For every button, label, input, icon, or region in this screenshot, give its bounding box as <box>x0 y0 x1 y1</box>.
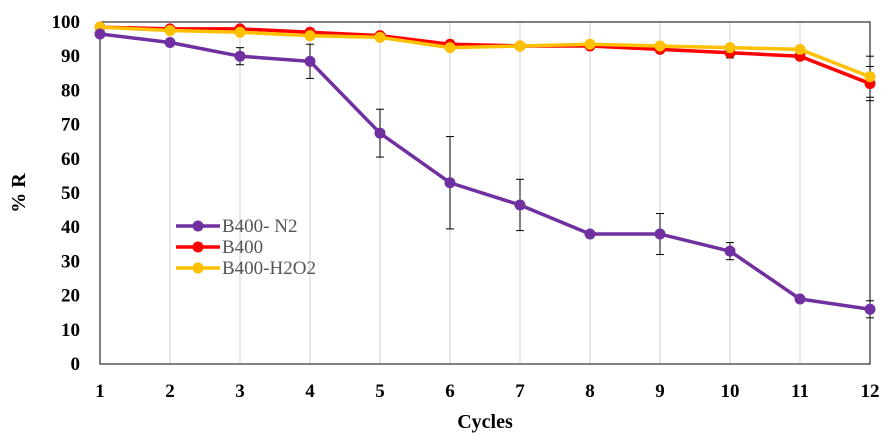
x-tick-label: 3 <box>235 381 245 402</box>
data-point <box>724 245 736 257</box>
data-point <box>234 26 246 38</box>
data-point <box>584 228 596 240</box>
x-tick-label: 10 <box>721 381 740 402</box>
legend-marker <box>192 241 204 253</box>
legend-marker <box>192 262 204 274</box>
legend-label: B400-H2O2 <box>222 258 316 279</box>
y-tick-label: 70 <box>61 115 80 136</box>
data-point <box>864 303 876 315</box>
x-tick-label: 9 <box>655 381 665 402</box>
series-line <box>99 25 871 79</box>
y-tick-label: 90 <box>61 46 80 67</box>
data-point <box>444 42 456 54</box>
data-point <box>304 30 316 42</box>
data-point <box>374 31 386 43</box>
y-tick-label: 20 <box>61 286 80 307</box>
data-point <box>374 127 386 139</box>
data-point <box>444 177 456 189</box>
data-point <box>234 50 246 62</box>
x-tick-label: 4 <box>305 381 315 402</box>
legend-label: B400- N2 <box>222 216 297 237</box>
data-point <box>864 71 876 83</box>
y-tick-label: 50 <box>61 183 80 204</box>
data-point <box>164 25 176 37</box>
y-tick-label: 100 <box>52 12 81 33</box>
x-tick-label: 1 <box>95 381 105 402</box>
y-tick-label: 10 <box>61 320 80 341</box>
legend-label: B400 <box>222 237 263 258</box>
data-point <box>304 55 316 67</box>
data-point <box>654 40 666 52</box>
y-axis-title: % R <box>8 173 30 213</box>
y-tick-label: 40 <box>61 217 80 238</box>
x-tick-label: 6 <box>445 381 455 402</box>
data-point <box>794 293 806 305</box>
plot-area-border <box>99 21 871 365</box>
x-tick-label: 8 <box>585 381 595 402</box>
x-tick-label: 5 <box>375 381 385 402</box>
data-point <box>514 199 526 211</box>
data-point <box>794 43 806 55</box>
x-tick-label: 7 <box>515 381 525 402</box>
y-tick-label: 30 <box>61 251 80 272</box>
data-point <box>654 228 666 240</box>
data-point <box>514 40 526 52</box>
y-tick-label: 80 <box>61 80 80 101</box>
x-tick-label: 12 <box>861 381 880 402</box>
x-tick-label: 2 <box>165 381 175 402</box>
data-point <box>724 42 736 54</box>
y-tick-label: 60 <box>61 149 80 170</box>
series-lines <box>94 21 876 315</box>
data-point <box>94 28 106 40</box>
data-point <box>164 37 176 49</box>
legend-marker <box>192 220 204 232</box>
x-axis-title: Cycles <box>457 411 513 433</box>
x-tick-label: 11 <box>791 381 809 402</box>
series-line <box>99 32 871 312</box>
y-tick-label: 0 <box>71 354 81 375</box>
series-line <box>99 25 871 86</box>
data-point <box>584 38 596 50</box>
